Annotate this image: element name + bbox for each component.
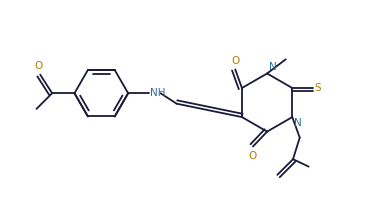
Text: O: O	[232, 56, 240, 66]
Text: N: N	[269, 62, 277, 72]
Text: O: O	[34, 61, 43, 71]
Text: S: S	[315, 83, 321, 93]
Text: N: N	[294, 118, 302, 128]
Text: O: O	[248, 151, 256, 161]
Text: NH: NH	[150, 88, 166, 98]
